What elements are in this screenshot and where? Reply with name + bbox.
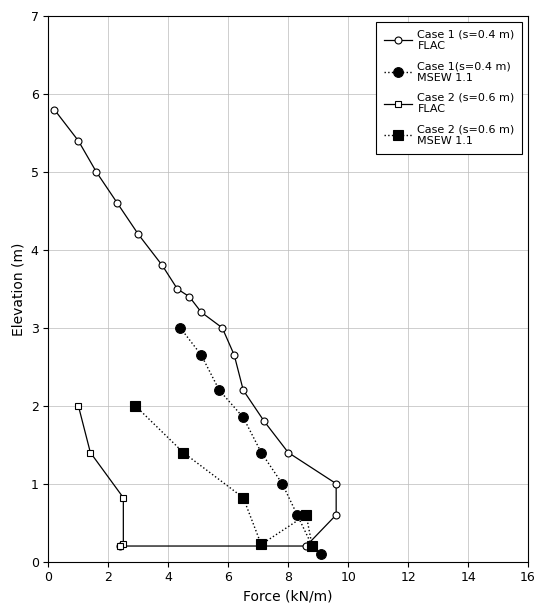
Case 1(s=0.4 m)
MSEW 1.1: [240, 414, 247, 421]
Case 2 (s=0.6 m)
MSEW 1.1: [258, 541, 265, 548]
Case 1 (s=0.4 m)
FLAC: [333, 511, 340, 518]
Case 2 (s=0.6 m)
FLAC: [117, 542, 124, 550]
Case 1(s=0.4 m)
MSEW 1.1: [294, 511, 300, 518]
Case 1 (s=0.4 m)
FLAC: [135, 231, 142, 238]
Case 1 (s=0.4 m)
FLAC: [198, 309, 205, 316]
Case 1 (s=0.4 m)
FLAC: [75, 137, 82, 145]
Case 2 (s=0.6 m)
FLAC: [75, 402, 82, 410]
Case 1(s=0.4 m)
MSEW 1.1: [318, 550, 324, 558]
Case 2 (s=0.6 m)
MSEW 1.1: [132, 402, 138, 410]
Case 1 (s=0.4 m)
FLAC: [240, 386, 247, 394]
Case 1(s=0.4 m)
MSEW 1.1: [177, 324, 184, 331]
Case 2 (s=0.6 m)
FLAC: [87, 449, 94, 456]
Case 1 (s=0.4 m)
FLAC: [117, 542, 124, 550]
Case 1(s=0.4 m)
MSEW 1.1: [198, 351, 205, 359]
Case 1 (s=0.4 m)
FLAC: [219, 324, 225, 331]
X-axis label: Force (kN/m): Force (kN/m): [243, 590, 333, 604]
Line: Case 1(s=0.4 m)
MSEW 1.1: Case 1(s=0.4 m) MSEW 1.1: [176, 323, 326, 558]
Line: Case 1 (s=0.4 m)
FLAC: Case 1 (s=0.4 m) FLAC: [51, 106, 340, 549]
Case 1 (s=0.4 m)
FLAC: [231, 351, 237, 359]
Case 1(s=0.4 m)
MSEW 1.1: [309, 542, 316, 550]
Case 2 (s=0.6 m)
FLAC: [120, 494, 126, 501]
Case 1(s=0.4 m)
MSEW 1.1: [216, 386, 223, 394]
Case 1 (s=0.4 m)
FLAC: [285, 449, 292, 456]
Case 1 (s=0.4 m)
FLAC: [51, 106, 57, 113]
Line: Case 2 (s=0.6 m)
FLAC: Case 2 (s=0.6 m) FLAC: [75, 402, 127, 549]
Case 1 (s=0.4 m)
FLAC: [159, 262, 166, 269]
Case 1(s=0.4 m)
MSEW 1.1: [279, 480, 286, 487]
Case 1 (s=0.4 m)
FLAC: [186, 293, 193, 300]
Case 1 (s=0.4 m)
FLAC: [114, 199, 121, 207]
Case 2 (s=0.6 m)
MSEW 1.1: [303, 511, 310, 518]
Case 1(s=0.4 m)
MSEW 1.1: [258, 449, 265, 456]
Case 1 (s=0.4 m)
FLAC: [261, 418, 267, 425]
Case 2 (s=0.6 m)
MSEW 1.1: [180, 449, 187, 456]
Legend: Case 1 (s=0.4 m)
FLAC, Case 1(s=0.4 m)
MSEW 1.1, Case 2 (s=0.6 m)
FLAC, Case 2 (: Case 1 (s=0.4 m) FLAC, Case 1(s=0.4 m) M…: [376, 22, 522, 154]
Case 1 (s=0.4 m)
FLAC: [174, 285, 181, 293]
Case 1 (s=0.4 m)
FLAC: [303, 542, 310, 550]
Line: Case 2 (s=0.6 m)
MSEW 1.1: Case 2 (s=0.6 m) MSEW 1.1: [131, 401, 317, 551]
Case 2 (s=0.6 m)
MSEW 1.1: [240, 494, 247, 501]
Y-axis label: Elevation (m): Elevation (m): [11, 242, 25, 336]
Case 2 (s=0.6 m)
MSEW 1.1: [309, 542, 316, 550]
Case 1 (s=0.4 m)
FLAC: [93, 169, 100, 176]
Case 1 (s=0.4 m)
FLAC: [333, 480, 340, 487]
Case 2 (s=0.6 m)
FLAC: [120, 541, 126, 548]
